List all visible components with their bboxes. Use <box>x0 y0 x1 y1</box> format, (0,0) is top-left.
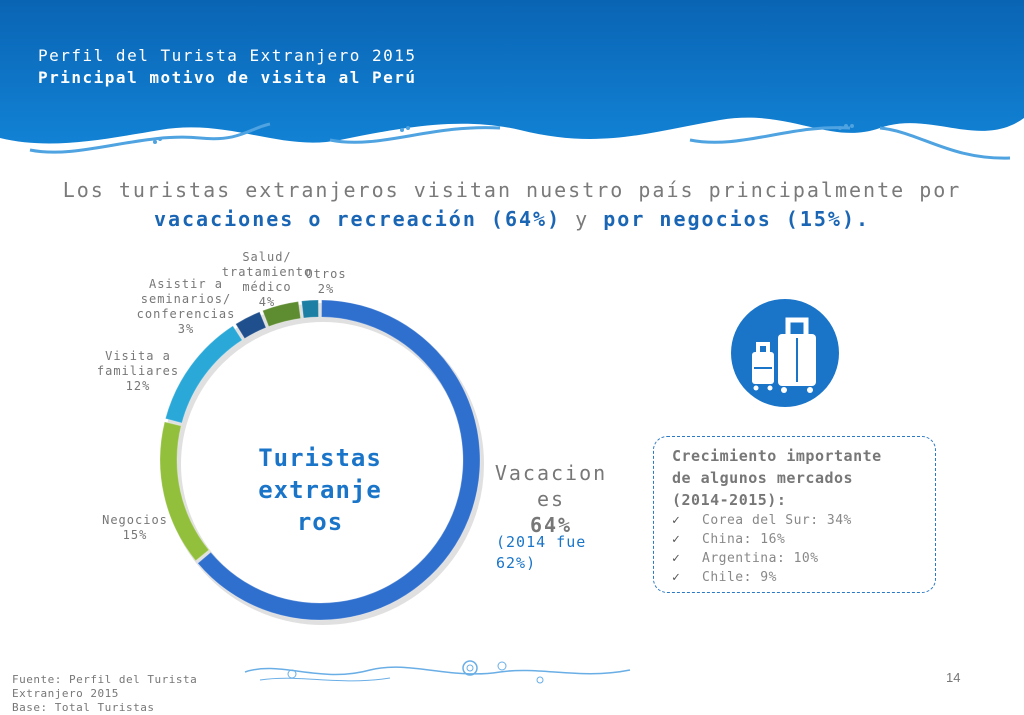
label-otros-value: 2% <box>317 282 335 296</box>
donut-center-label: Turistas extranje ros <box>240 442 400 538</box>
list-item: ✓ China: 16% <box>672 530 921 549</box>
header-subtitle: Principal motivo de visita al Perú <box>38 68 417 87</box>
list-item: ✓ Argentina: 10% <box>672 549 921 568</box>
headline-strong-vacaciones: vacaciones o recreación (64%) <box>153 207 562 231</box>
label-vacaciones-value: 64% <box>529 513 573 537</box>
slice-familiares <box>164 325 243 424</box>
label-seminarios-l1: Asistir a <box>148 277 224 291</box>
check-icon: ✓ <box>672 513 681 528</box>
growth-title-l3: (2014-2015): <box>672 491 787 509</box>
footer-wave-decoration <box>244 660 631 684</box>
header-banner: Perfil del Turista Extranjero 2015 Princ… <box>0 0 1024 175</box>
label-negocios: Negocios 15% <box>90 513 180 543</box>
growth-markets-box: Crecimiento importante de algunos mercad… <box>653 436 936 593</box>
check-icon: ✓ <box>672 570 681 585</box>
label-salud-l1: Salud/ <box>242 250 292 264</box>
slice-otros <box>301 299 320 319</box>
slice-negocios <box>159 421 210 562</box>
label-salud: Salud/ tratamiento médico 4% <box>212 250 322 310</box>
label-seminarios-value: 3% <box>177 322 195 336</box>
footer-source-l2: Extranjero 2015 <box>12 687 119 700</box>
headline: Los turistas extranjeros visitan nuestro… <box>0 176 1024 234</box>
label-salud-value: 4% <box>258 295 276 309</box>
label-seminarios-l2: seminarios/ <box>140 292 232 306</box>
label-familiares-value: 12% <box>125 379 151 393</box>
growth-item-argentina: Argentina: 10% <box>702 551 819 566</box>
label-seminarios-l3: conferencias <box>136 307 236 321</box>
slice-seminarios <box>234 311 267 340</box>
slice-vacaciones <box>197 299 481 621</box>
headline-middle: y <box>561 207 604 231</box>
label-salud-l2: tratamiento <box>221 265 313 279</box>
check-icon: ✓ <box>672 551 681 566</box>
label-salud-l3: médico <box>242 280 292 294</box>
growth-item-china: China: 16% <box>702 532 786 547</box>
headline-line1: Los turistas extranjeros visitan nuestro… <box>62 178 962 202</box>
label-negocios-l1: Negocios <box>102 513 168 527</box>
vacaciones-note: (2014 fue 62%) <box>496 532 586 574</box>
center-line-2: extranje <box>258 476 382 504</box>
headline-strong-negocios: por negocios (15%) <box>603 207 857 231</box>
label-seminarios: Asistir a seminarios/ conferencias 3% <box>126 277 246 337</box>
headline-line2: vacaciones o recreación (64%) y por nego… <box>0 205 1024 234</box>
header-wave <box>0 0 1024 160</box>
growth-title-l1: Crecimiento importante <box>672 447 882 465</box>
vacaciones-note-l2: 62%) <box>496 554 537 572</box>
label-vacaciones: Vacacion es 64% <box>486 460 616 538</box>
growth-item-corea: Corea del Sur: 34% <box>702 513 852 528</box>
vacaciones-note-l1: (2014 fue <box>496 533 587 551</box>
check-icon: ✓ <box>672 532 681 547</box>
label-vacaciones-l1: Vacacion <box>494 461 608 485</box>
headline-end: . <box>856 207 871 231</box>
page-number: 14 <box>946 670 961 685</box>
list-item: ✓ Chile: 9% <box>672 568 921 587</box>
footer-source-l1: Fuente: Perfil del Turista <box>12 673 198 686</box>
center-line-1: Turistas <box>258 444 382 472</box>
growth-item-chile: Chile: 9% <box>702 570 777 585</box>
label-negocios-value: 15% <box>122 528 148 542</box>
label-familiares: Visita a familiares 12% <box>88 349 188 394</box>
growth-list: ✓ Corea del Sur: 34% ✓ China: 16% ✓ Argenti… <box>672 511 921 587</box>
label-otros-l1: Otros <box>305 267 347 281</box>
luggage-icon <box>730 298 840 408</box>
label-vacaciones-l2: es <box>536 487 566 511</box>
list-item: ✓ Corea del Sur: 34% <box>672 511 921 530</box>
center-line-3: ros <box>296 508 344 536</box>
slice-salud <box>262 300 302 328</box>
growth-title-l2: de algunos mercados <box>672 469 854 487</box>
header-title: Perfil del Turista Extranjero 2015 <box>38 46 417 65</box>
label-otros: Otros 2% <box>296 267 356 297</box>
label-familiares-l2: familiares <box>96 364 180 378</box>
footer-source-l3: Base: Total Turistas <box>12 701 155 714</box>
label-familiares-l1: Visita a <box>105 349 171 363</box>
